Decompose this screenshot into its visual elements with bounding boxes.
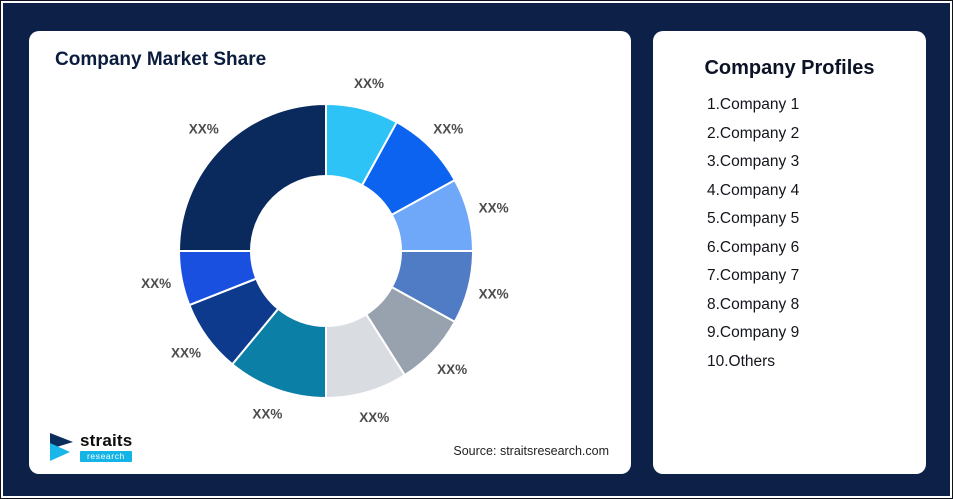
slice-percentage-label: XX% (141, 276, 171, 291)
slice-percentage-label: XX% (189, 121, 219, 136)
logo-brand: straits (80, 431, 133, 451)
company-profiles-card: Company Profiles 1.Company 1 2.Company 2 3… (653, 31, 926, 474)
market-share-card: Company Market Share XX% XX% XX% XX% XX% XX% X… (29, 31, 631, 474)
profile-list-item: 5.Company 5 (707, 210, 800, 227)
slice-percentage-label: XX% (437, 362, 467, 377)
profile-list-item: 8.Company 8 (707, 295, 800, 313)
slice-percentage-label: XX% (171, 345, 201, 360)
slice-percentage-label: XX% (252, 407, 282, 422)
slice-percentage-label: XX% (479, 201, 509, 216)
source-text: Source: straitsresearch.com (453, 444, 609, 458)
company-profiles-title: Company Profiles (704, 57, 875, 79)
straits-logo-icon (50, 433, 73, 461)
company-profiles-list: 1.Company 1 2.Company 2 3.Company 3 4.Compa… (653, 96, 926, 371)
slice-percentage-label: XX% (479, 287, 509, 302)
profile-list-item: 9.Company 9 (707, 324, 800, 341)
market-share-title: Company Market Share (55, 49, 267, 70)
donut-segment-10 (178, 103, 327, 252)
logo-sub: research (80, 451, 132, 462)
market-share-donut-chart: XX% XX% XX% XX% XX% XX% XX% XX% XX% XX% (141, 76, 509, 425)
profile-list-item: 3.Company 3 (707, 153, 800, 170)
slice-percentage-label: XX% (433, 121, 463, 136)
profile-list-item: 4.Company 4 (707, 181, 800, 199)
profile-list-item: 6.Company 6 (707, 238, 800, 256)
slice-percentage-label: XX% (359, 410, 389, 425)
profile-list-item: 10.Others (707, 352, 776, 370)
slice-percentage-label: XX% (354, 76, 384, 91)
profile-list-item: 2.Company 2 (707, 124, 800, 142)
profile-list-item: 1.Company 1 (707, 96, 800, 113)
logo-text: straits research (80, 432, 132, 462)
straits-research-logo: straits research (49, 432, 132, 462)
profile-list-item: 7.Company 7 (707, 267, 800, 284)
